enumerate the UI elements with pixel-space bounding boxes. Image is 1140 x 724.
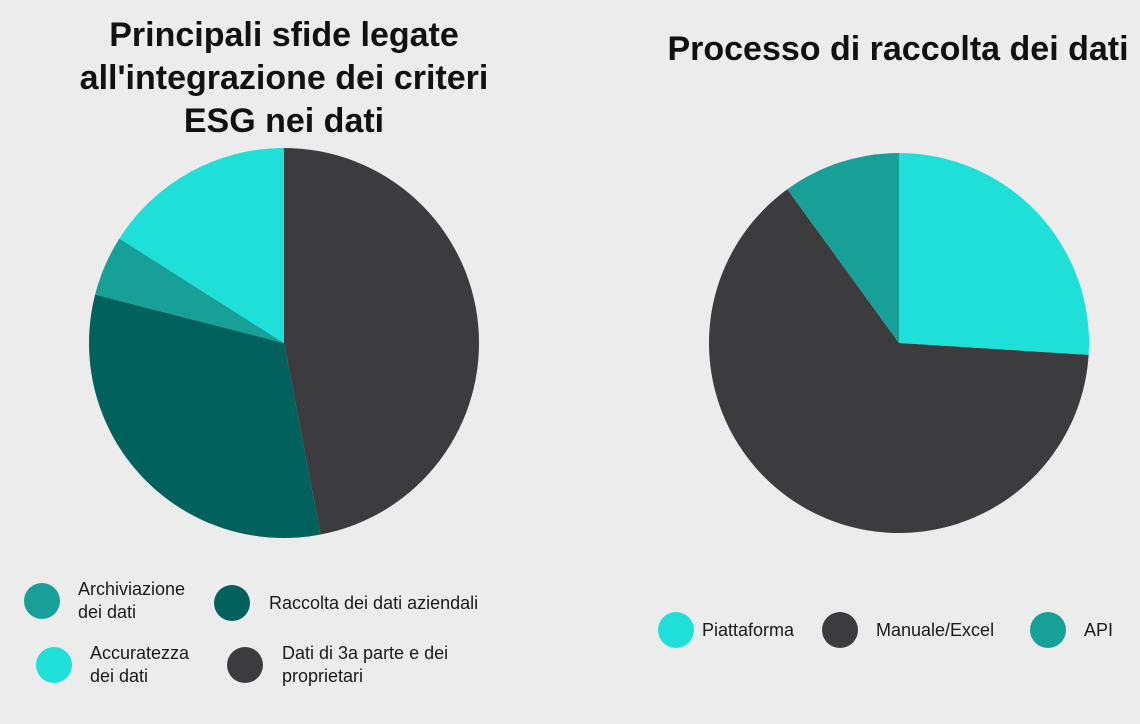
legend-label-raccolta-aziendali: Raccolta dei dati aziendali (269, 592, 479, 613)
pie-slice-dati-di-3a-parte-e-dei-proprietari (284, 148, 480, 535)
legend-item-raccolta-aziendali: Raccolta dei dati aziendali (214, 585, 478, 621)
legend-label-archiviazione: Archiviazione dei dati (78, 579, 186, 622)
legend-label-piattaforma: Piattaforma (702, 619, 795, 640)
challenges-chart-title: Principali sfide legate all'integrazione… (79, 16, 489, 140)
pie-slice-manuale-excel (709, 189, 1089, 533)
legend-swatch-archiviazione (24, 583, 60, 619)
legend-item-piattaforma: Piattaforma (658, 612, 794, 648)
legend-item-accuratezza: Accuratezza dei dati (36, 642, 202, 688)
legend-swatch-accuratezza (36, 647, 72, 683)
pie-slice-archiviazione-dei-dati (95, 238, 284, 343)
pie-slice-piattaforma (899, 153, 1090, 355)
legend-swatch-dati-terze-parti (227, 647, 263, 683)
legend-item-dati-terze-parti: Dati di 3a parte e dei proprietari (227, 642, 482, 688)
pie-slice-api (787, 153, 899, 343)
legend-label-dati-terze-parti: Dati di 3a parte e dei proprietari (282, 643, 449, 686)
legend-label-accuratezza: Accuratezza dei dati (90, 643, 190, 686)
collection-chart-title: Processo di raccolta dei dati (667, 30, 1129, 68)
pie-slice-accuratezza-dei-dati (119, 148, 284, 343)
legend-item-archiviazione: Archiviazione dei dati (24, 578, 190, 624)
legend-swatch-raccolta-aziendali (214, 585, 250, 621)
legend-swatch-api (1030, 612, 1066, 648)
legend-item-manuale-excel: Manuale/Excel (822, 612, 994, 648)
legend-label-api: API (1084, 619, 1114, 640)
legend-swatch-manuale-excel (822, 612, 858, 648)
legend-item-api: API (1030, 612, 1113, 648)
challenges-pie-chart (89, 148, 480, 539)
pie-slice-raccolta-dei-dati-aziendali (89, 294, 321, 539)
collection-pie-chart (709, 153, 1090, 533)
legend-label-manuale-excel: Manuale/Excel (876, 619, 995, 640)
legend-swatch-piattaforma (658, 612, 694, 648)
